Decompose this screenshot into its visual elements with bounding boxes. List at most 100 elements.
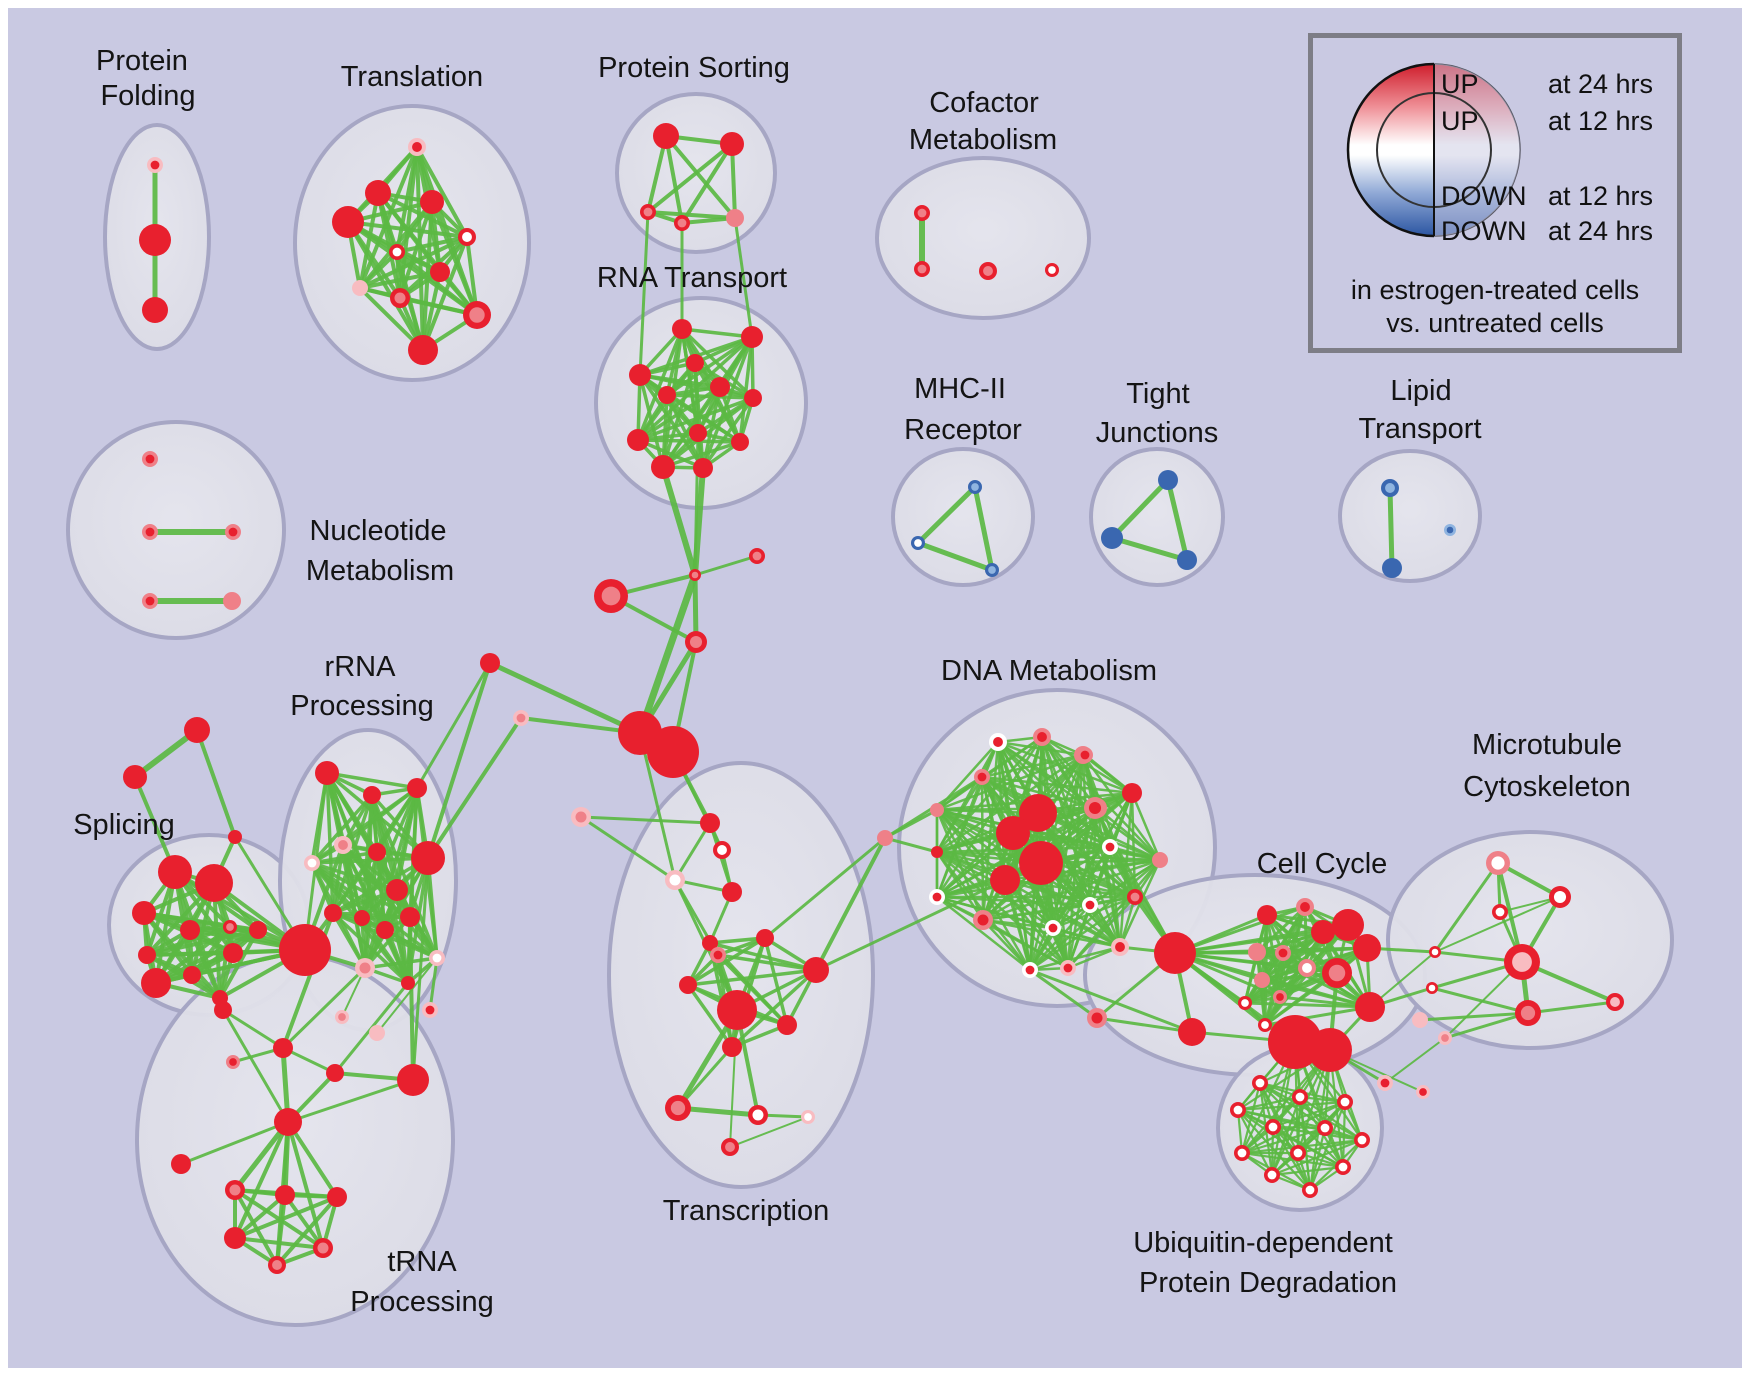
node-rr-9[interactable] [354, 910, 370, 926]
node-tl-5[interactable] [389, 244, 405, 260]
node-pf-0[interactable] [147, 157, 163, 173]
node-sp-5[interactable] [138, 946, 156, 964]
node-cc-0[interactable] [1077, 747, 1093, 763]
node-mt-8[interactable] [1515, 1000, 1541, 1026]
node-rr-1[interactable] [363, 786, 381, 804]
node-ub-0[interactable] [1252, 1075, 1268, 1091]
node-hub-0[interactable] [689, 569, 701, 581]
node-cc-14[interactable] [1254, 972, 1270, 988]
node-ps-4[interactable] [726, 209, 744, 227]
node-ub-13[interactable] [1308, 1028, 1352, 1072]
node-tl-3[interactable] [332, 206, 364, 238]
node-cc-6[interactable] [1296, 898, 1314, 916]
node-mt-6[interactable] [1412, 1012, 1428, 1028]
node-dn-9[interactable] [1019, 794, 1057, 832]
node-rt-6[interactable] [744, 389, 762, 407]
node-cc-4[interactable] [1154, 932, 1196, 974]
node-sp-10[interactable] [249, 921, 267, 939]
node-tj-2[interactable] [1177, 550, 1197, 570]
node-rt-0[interactable] [672, 319, 692, 339]
node-dn-5[interactable] [930, 803, 944, 817]
node-tl-0[interactable] [408, 138, 426, 156]
node-tl-6[interactable] [430, 262, 450, 282]
node-tn-2[interactable] [225, 1180, 245, 1200]
node-mt-7[interactable] [1438, 1031, 1452, 1045]
node-mt-1[interactable] [1549, 886, 1571, 908]
node-ps-3[interactable] [674, 215, 690, 231]
node-tx-11[interactable] [722, 1037, 742, 1057]
node-dn-14[interactable] [1152, 852, 1168, 868]
node-lt-2[interactable] [1444, 524, 1456, 536]
node-ps-1[interactable] [720, 132, 744, 156]
node-rt-2[interactable] [686, 354, 704, 372]
node-tn-3[interactable] [275, 1185, 295, 1205]
node-cc-12[interactable] [1298, 959, 1316, 977]
node-tl-9[interactable] [463, 301, 491, 329]
node-sp-8[interactable] [183, 966, 201, 984]
node-tn-11[interactable] [326, 1064, 344, 1082]
node-tn-4[interactable] [327, 1187, 347, 1207]
node-rt-11[interactable] [693, 458, 713, 478]
node-tx-6[interactable] [710, 947, 726, 963]
node-hub-5[interactable] [647, 726, 699, 778]
node-dn-16[interactable] [929, 889, 945, 905]
node-ub-5[interactable] [1317, 1120, 1333, 1136]
node-hub-2[interactable] [594, 579, 628, 613]
node-rr-4[interactable] [304, 855, 320, 871]
node-tn-8[interactable] [214, 1001, 232, 1019]
node-sp-11[interactable] [279, 924, 331, 976]
node-dn-17[interactable] [973, 910, 993, 930]
node-hub-1[interactable] [749, 548, 765, 564]
node-sp-0[interactable] [158, 855, 192, 889]
node-rr-12[interactable] [429, 950, 445, 966]
node-cm-2[interactable] [979, 262, 997, 280]
node-ub-6[interactable] [1354, 1132, 1370, 1148]
node-rt-9[interactable] [731, 433, 749, 451]
node-dn-4[interactable] [1122, 783, 1142, 803]
node-ub-2[interactable] [1337, 1094, 1353, 1110]
node-sp-1[interactable] [195, 864, 233, 902]
node-tx-13[interactable] [748, 1105, 768, 1125]
node-tri-2[interactable] [228, 830, 242, 844]
node-cc-19[interactable] [1377, 1075, 1393, 1091]
node-ps-0[interactable] [653, 123, 679, 149]
node-ub-3[interactable] [1230, 1102, 1246, 1118]
node-tx-4[interactable] [702, 935, 718, 951]
node-mt-4[interactable] [1504, 944, 1540, 980]
node-rt-5[interactable] [710, 377, 730, 397]
node-hub-8[interactable] [571, 807, 591, 827]
node-tl-4[interactable] [458, 228, 476, 246]
node-lt-0[interactable] [1381, 479, 1399, 497]
node-tx-8[interactable] [679, 976, 697, 994]
node-ub-1[interactable] [1292, 1089, 1308, 1105]
node-cc-16[interactable] [1238, 996, 1252, 1010]
node-cc-10[interactable] [1248, 943, 1266, 961]
node-tn-9[interactable] [273, 1038, 293, 1058]
node-mh-2[interactable] [985, 563, 999, 577]
node-tn-10[interactable] [226, 1055, 240, 1069]
node-mt-9[interactable] [1606, 993, 1624, 1011]
node-tx-2[interactable] [665, 870, 685, 890]
node-cc-5[interactable] [1257, 905, 1277, 925]
node-lt-1[interactable] [1382, 558, 1402, 578]
node-hub-6[interactable] [480, 653, 500, 673]
node-mt-2[interactable] [1492, 904, 1508, 920]
node-dn-21[interactable] [1022, 962, 1038, 978]
node-ub-8[interactable] [1290, 1145, 1306, 1161]
node-rr-14[interactable] [401, 976, 415, 990]
node-rt-4[interactable] [658, 386, 676, 404]
node-cm-1[interactable] [914, 261, 930, 277]
node-tx-7[interactable] [803, 957, 829, 983]
node-pf-1[interactable] [139, 224, 171, 256]
node-tx-15[interactable] [721, 1138, 739, 1156]
node-cc-11[interactable] [1275, 945, 1291, 961]
node-dn-8[interactable] [931, 846, 943, 858]
node-tl-8[interactable] [390, 288, 410, 308]
node-rr-8[interactable] [324, 904, 342, 922]
node-tl-7[interactable] [352, 280, 368, 296]
node-tri-0[interactable] [184, 717, 210, 743]
node-cc-9[interactable] [1353, 934, 1381, 962]
node-dn-20[interactable] [1060, 960, 1076, 976]
node-dn-13[interactable] [990, 865, 1020, 895]
node-ub-12[interactable] [1268, 1015, 1322, 1069]
